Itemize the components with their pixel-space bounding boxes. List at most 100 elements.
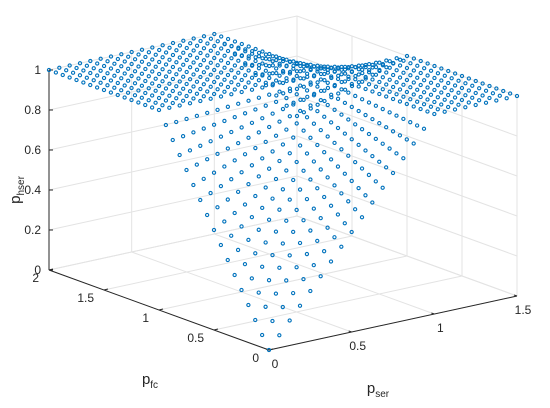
data-point	[432, 63, 437, 69]
grid-line	[48, 175, 298, 231]
data-point	[397, 57, 403, 62]
z-tick-label: 0.6	[24, 143, 41, 157]
data-point	[301, 168, 306, 173]
data-point	[277, 63, 282, 68]
data-point	[411, 104, 416, 109]
data-point	[249, 75, 255, 80]
data-point	[373, 72, 379, 77]
data-point	[260, 156, 265, 161]
data-point	[470, 83, 475, 88]
data-point	[401, 70, 406, 75]
data-point	[205, 89, 210, 94]
data-point	[325, 70, 331, 75]
data-point	[373, 136, 378, 142]
data-point	[239, 77, 244, 83]
y-tick-label: 1	[142, 311, 149, 325]
data-point	[301, 110, 307, 115]
data-point	[384, 58, 389, 63]
data-point	[335, 76, 341, 82]
data-point	[380, 63, 386, 68]
data-point	[253, 55, 258, 60]
data-point	[408, 73, 413, 78]
data-point	[219, 34, 224, 39]
y-tick-mark	[158, 308, 164, 311]
data-point	[363, 148, 368, 153]
data-point	[308, 135, 313, 140]
data-point	[263, 68, 268, 73]
data-point	[367, 67, 372, 73]
data-point	[446, 92, 451, 98]
data-point	[250, 48, 255, 54]
data-point	[212, 67, 217, 73]
data-point	[260, 85, 265, 90]
data-point	[208, 60, 213, 65]
data-point	[339, 87, 344, 92]
x-tick-label: 0	[272, 357, 279, 371]
data-point	[122, 59, 127, 64]
data-point	[260, 116, 265, 121]
data-point	[253, 82, 258, 88]
data-point	[387, 77, 392, 82]
data-point	[174, 96, 179, 101]
data-point	[384, 65, 389, 70]
data-point	[394, 56, 399, 61]
data-point	[439, 66, 444, 71]
data-point	[397, 75, 403, 80]
y-axis-label: pfc	[142, 371, 158, 391]
data-point	[150, 69, 155, 74]
data-point	[98, 68, 103, 73]
data-point	[494, 86, 499, 91]
data-point	[242, 262, 248, 267]
data-point	[439, 78, 444, 83]
data-point	[421, 102, 427, 107]
data-point	[139, 95, 144, 100]
data-point	[229, 56, 234, 61]
data-point	[442, 85, 447, 90]
grid-line	[103, 235, 353, 291]
data-point	[136, 76, 141, 81]
data-point	[256, 50, 262, 55]
data-point	[277, 55, 282, 61]
data-point	[253, 58, 258, 64]
data-points	[46, 31, 520, 353]
z-tick-label: 1	[34, 63, 41, 77]
data-point	[149, 105, 155, 110]
data-point	[432, 75, 437, 81]
data-point	[370, 200, 375, 205]
data-point	[322, 98, 327, 104]
data-point	[249, 163, 255, 168]
data-point	[280, 58, 286, 64]
data-point	[422, 66, 427, 71]
data-point	[360, 63, 365, 68]
data-point	[253, 70, 258, 76]
data-point	[273, 176, 279, 182]
data-point	[291, 66, 296, 71]
data-point	[294, 113, 300, 119]
data-point	[311, 121, 317, 126]
data-point	[188, 41, 193, 46]
data-point	[332, 235, 337, 240]
data-point	[249, 276, 254, 281]
data-point	[287, 71, 293, 76]
data-point	[246, 135, 251, 140]
data-point	[253, 317, 258, 323]
grid-line	[158, 255, 408, 311]
data-point	[267, 124, 272, 130]
data-point	[456, 102, 461, 107]
data-point	[411, 141, 416, 146]
data-point	[126, 54, 131, 59]
data-point	[177, 91, 182, 96]
data-point	[225, 84, 231, 90]
data-point	[67, 75, 72, 80]
data-point	[267, 63, 272, 69]
data-point	[95, 61, 100, 66]
data-point	[136, 64, 141, 69]
data-point	[208, 36, 214, 41]
data-point	[428, 80, 434, 85]
data-point	[459, 73, 465, 79]
data-point	[81, 80, 86, 85]
data-point	[215, 87, 220, 92]
data-point	[298, 69, 303, 74]
y-tick-mark	[213, 328, 219, 331]
data-point	[191, 96, 196, 101]
